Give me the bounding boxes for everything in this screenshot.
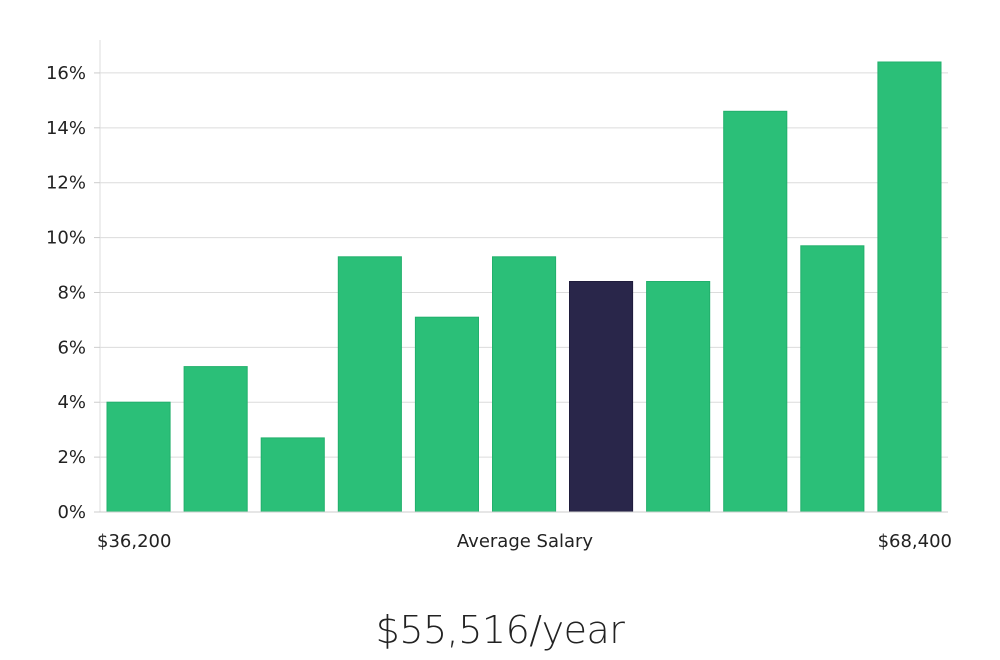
y-tick-label: 16% — [46, 63, 86, 84]
bar — [183, 366, 248, 513]
bar — [800, 245, 865, 513]
y-tick-label: 6% — [57, 337, 86, 358]
y-tick-label: 4% — [57, 392, 86, 413]
bar — [646, 281, 711, 513]
y-axis: 0% 2% 4% 6% 8% 10% 12% 14% 16% — [46, 40, 101, 523]
bar — [877, 61, 942, 513]
bar — [723, 110, 788, 513]
salary-histogram: 0% 2% 4% 6% 8% 10% 12% 14% 16% $36,200 Average S… — [46, 40, 952, 552]
bars — [106, 61, 942, 513]
bar — [337, 256, 402, 513]
y-tick-label: 2% — [57, 447, 86, 468]
average-salary-value: $55,516/year — [375, 608, 625, 652]
bar-highlighted — [569, 281, 634, 513]
bar — [492, 256, 557, 513]
bar — [106, 401, 171, 513]
bar — [414, 316, 479, 513]
y-tick-label: 8% — [57, 282, 86, 303]
y-tick-label: 0% — [57, 502, 86, 523]
y-tick-label: 12% — [46, 173, 86, 194]
y-tick-label: 14% — [46, 118, 86, 139]
x-axis-title: Average Salary — [457, 531, 594, 552]
x-min-label: $36,200 — [97, 531, 171, 552]
x-max-label: $68,400 — [878, 531, 952, 552]
y-tick-label: 10% — [46, 228, 86, 249]
bar — [260, 437, 325, 513]
